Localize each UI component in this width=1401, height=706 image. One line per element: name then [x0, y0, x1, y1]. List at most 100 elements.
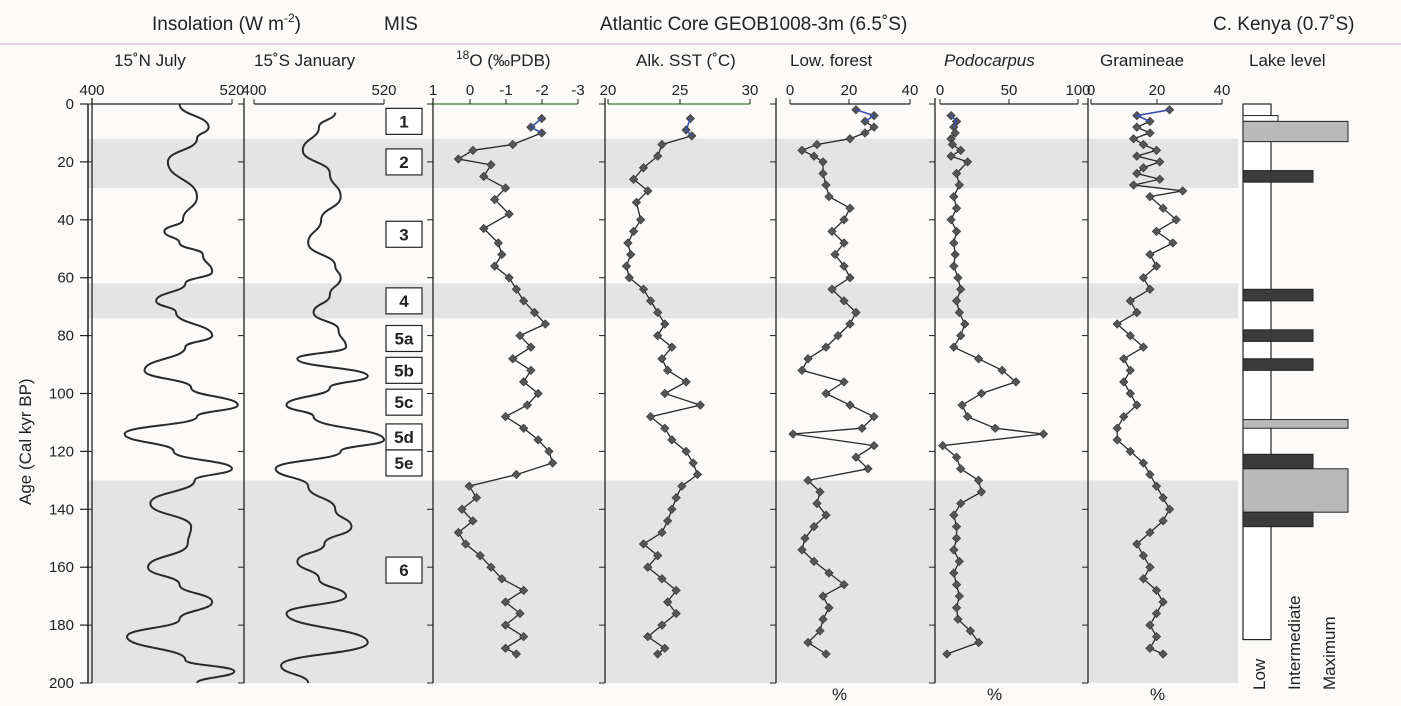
holocene-segment-podo	[950, 115, 958, 128]
data-point-lowforest-43	[797, 545, 807, 555]
holocene-segment-lowforest	[855, 109, 876, 123]
data-point-lowforest-30	[845, 400, 855, 410]
data-point-podo-47	[951, 603, 962, 613]
data-point-d18o-12	[493, 238, 503, 248]
data-point-gram-52	[1145, 620, 1155, 630]
data-point-lowforest-52	[821, 649, 831, 659]
data-point-d18o-39	[475, 550, 485, 561]
data-point-lowforest-3	[869, 122, 879, 132]
data-point-d18o-35	[457, 504, 467, 514]
panel-x-tick-label: -2	[535, 82, 548, 99]
data-point-d18o-32	[511, 469, 521, 480]
data-point-sst-6	[628, 174, 639, 184]
lake-level-panel: Low Intermediate Maximum	[1242, 103, 1349, 690]
mis-box	[385, 388, 423, 416]
data-point-podo-44	[949, 568, 959, 578]
data-point-gram-31	[1119, 377, 1129, 387]
mis-box	[385, 356, 423, 384]
data-point-lowforest-50	[815, 626, 825, 636]
data-point-gram-16	[1158, 203, 1168, 213]
mis-header: MIS	[384, 14, 418, 35]
data-point-d18o-14	[490, 261, 500, 271]
panel-x-tick-label: 100	[1065, 82, 1090, 99]
data-point-podo-25	[974, 354, 984, 364]
data-point-sst-41	[671, 585, 681, 595]
panel-title-ins-n: 15˚N July	[114, 51, 186, 70]
age-tick-label-100: 100	[49, 386, 74, 403]
data-point-gram-32	[1125, 388, 1135, 399]
data-point-sst-30	[688, 458, 698, 468]
data-point-gram-11	[1132, 168, 1142, 179]
unit-podocarpus: %	[987, 685, 1002, 704]
data-point-gram-15	[1145, 192, 1155, 202]
data-point-d18o-5	[453, 154, 463, 164]
data-point-d18o-6	[486, 160, 496, 170]
data-point-podo-32	[1038, 429, 1049, 439]
mis-stage-5a: 5a	[385, 324, 423, 353]
data-point-podo-29	[957, 400, 967, 410]
data-point-sst-15	[638, 284, 649, 294]
data-point-sst-25	[695, 400, 705, 410]
data-point-lowforest-32	[857, 423, 867, 433]
lake-bar-4	[1242, 329, 1314, 342]
data-point-gram-4	[1145, 128, 1155, 138]
age-tick-label-160: 160	[49, 559, 74, 576]
panel-x-tick-label: 400	[241, 82, 266, 99]
mis-box	[385, 107, 423, 135]
data-point-sst-31	[692, 469, 703, 480]
data-point-d18o-9	[490, 194, 500, 205]
data-point-d18o-36	[468, 516, 478, 526]
data-point-lowforest-12	[824, 192, 834, 202]
data-point-lowforest-10	[818, 168, 828, 179]
data-point-lowforest-4	[860, 128, 870, 138]
glacial-band-1	[88, 283, 1238, 319]
data-point-gram-54	[1145, 643, 1155, 653]
mis-stage-5e: 5e	[385, 449, 423, 477]
series-line-podo	[941, 115, 1044, 655]
lake-axis-maximum: Maximum	[1320, 616, 1339, 690]
data-point-podo-7	[946, 151, 956, 161]
panel-gram: 0 20 40	[1082, 82, 1230, 684]
panel-podo: 0 50 100	[929, 82, 1091, 684]
lake-bar-2	[1242, 170, 1314, 183]
data-point-gram-35	[1112, 423, 1122, 433]
data-point-gram-17	[1171, 215, 1181, 225]
data-point-podo-51	[942, 649, 952, 659]
panel-d18o: 1 0 -1 -2 -3	[427, 82, 585, 684]
lake-bar-8	[1242, 468, 1349, 513]
data-point-lowforest-49	[818, 614, 828, 624]
data-point-d18o-40	[486, 562, 496, 572]
lake-bar-5	[1242, 358, 1314, 371]
data-point-d18o-21	[526, 342, 536, 352]
data-point-lowforest-13	[845, 203, 855, 213]
data-point-podo-21	[954, 307, 964, 318]
data-point-sst-45	[643, 632, 653, 642]
data-point-sst-4	[653, 151, 663, 161]
data-point-podo-43	[954, 556, 964, 567]
data-point-gram-44	[1145, 527, 1155, 538]
data-point-podo-15	[949, 238, 959, 248]
data-point-gram-51	[1151, 608, 1162, 619]
data-point-podo-41	[951, 533, 962, 543]
data-point-sst-5	[638, 163, 649, 173]
holocene-segment-gram	[1134, 109, 1170, 123]
data-point-d18o-34	[471, 493, 482, 503]
data-point-lowforest-40	[821, 510, 831, 520]
mis-box	[385, 556, 423, 584]
mis-label: 5c	[395, 393, 414, 412]
panel-x-tick-label: 50	[1001, 82, 1018, 99]
data-point-lowforest-21	[839, 296, 849, 306]
data-point-d18o-29	[533, 435, 543, 445]
panel-x-tick-label: 30	[742, 82, 759, 99]
data-point-sst-7	[643, 186, 653, 196]
data-point-podo-24	[949, 342, 959, 352]
data-point-podo-35	[956, 464, 966, 474]
data-point-podo-16	[950, 249, 960, 260]
data-point-lowforest-25	[821, 342, 831, 352]
data-point-d18o-30	[544, 446, 554, 457]
data-point-podo-26	[997, 365, 1007, 375]
panel-x-tick-label: 25	[672, 82, 689, 99]
data-point-gram-13	[1128, 180, 1139, 190]
age-tick-label-0: 0	[66, 96, 74, 113]
data-point-d18o-33	[464, 481, 474, 491]
